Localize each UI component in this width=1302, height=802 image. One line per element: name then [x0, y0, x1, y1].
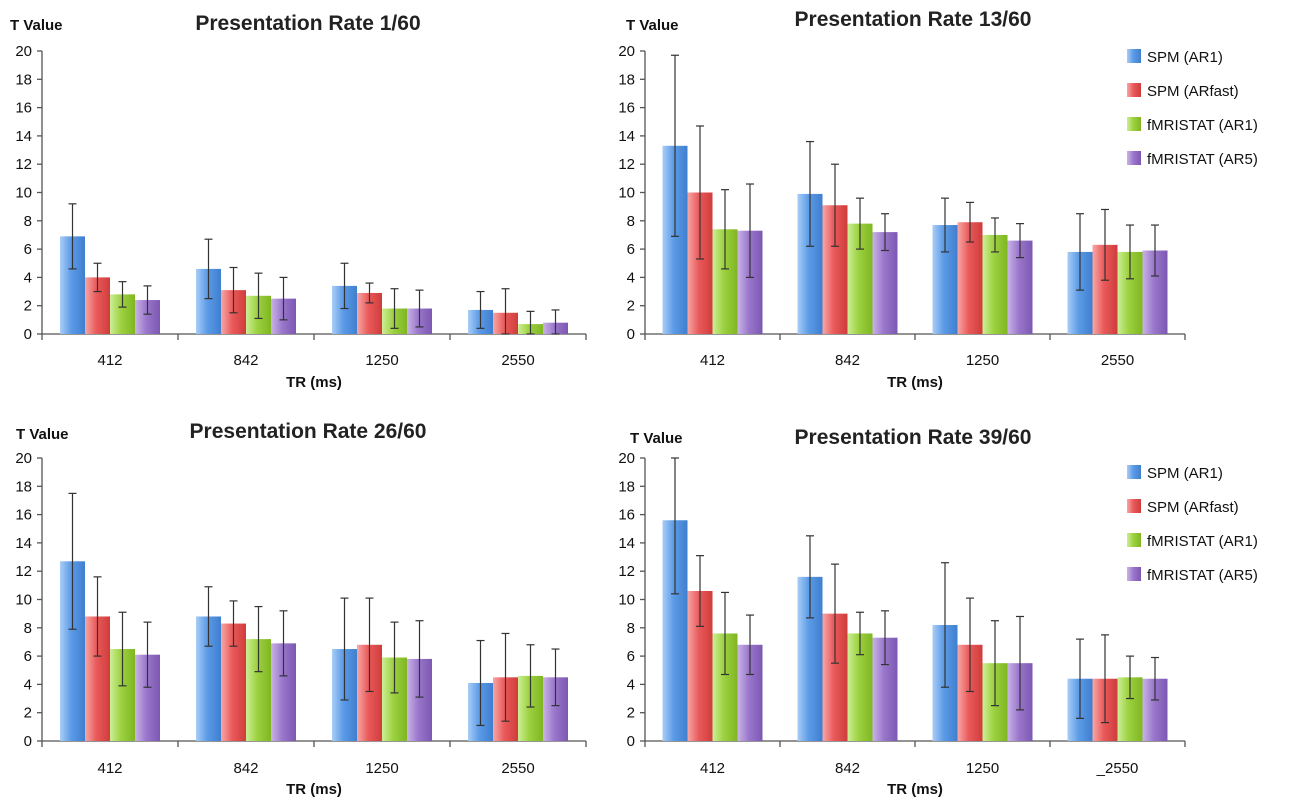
y-tick-label: 0 — [24, 326, 32, 343]
legend-swatch — [1127, 49, 1141, 63]
y-tick-label: 16 — [618, 100, 635, 117]
y-tick-label: 2 — [24, 705, 32, 722]
chart-panel-2: Presentation Rate 13/60 T Value 0 2 4 6 8 10 12 1… — [618, 8, 1258, 391]
legend-swatch — [1127, 117, 1141, 131]
x-category-label: 412 — [700, 760, 725, 777]
legend-swatch — [1127, 567, 1141, 581]
x-axis-label: TR (ms) — [286, 781, 342, 798]
chart-title: Presentation Rate 26/60 — [190, 420, 427, 443]
y-axis-label: T Value — [626, 17, 679, 34]
x-category-label: 2550 — [1101, 352, 1134, 369]
y-axis-label: T Value — [16, 426, 69, 443]
x-category-label: 412 — [97, 760, 122, 777]
x-category-label: 412 — [97, 352, 122, 369]
x-category-label: 1250 — [365, 352, 398, 369]
y-tick-label: 6 — [627, 241, 635, 258]
y-tick-label: 2 — [627, 298, 635, 315]
legend-label: SPM (ARfast) — [1147, 83, 1239, 100]
chart-title: Presentation Rate 13/60 — [795, 8, 1032, 31]
y-tick-label: 8 — [627, 620, 635, 637]
y-axis-label: T Value — [630, 430, 683, 447]
y-tick-label: 4 — [627, 269, 635, 286]
legend-label: SPM (AR1) — [1147, 465, 1223, 482]
x-category-label: 842 — [835, 760, 860, 777]
y-tick-label: 10 — [618, 185, 635, 202]
y-tick-label: 8 — [24, 213, 32, 230]
chart-panel-4: Presentation Rate 39/60 T Value 0 2 4 6 8 10 12 1… — [618, 426, 1258, 798]
y-tick-label: 16 — [618, 507, 635, 524]
y-tick-label: 12 — [618, 156, 635, 173]
legend-swatch — [1127, 83, 1141, 97]
legend-label: fMRISTAT (AR5) — [1147, 151, 1258, 168]
x-category-label: 842 — [233, 352, 258, 369]
y-tick-label: 20 — [15, 450, 32, 467]
y-tick-label: 0 — [627, 326, 635, 343]
legend-label: fMRISTAT (AR1) — [1147, 117, 1258, 134]
y-tick-label: 12 — [15, 156, 32, 173]
y-tick-label: 16 — [15, 100, 32, 117]
y-tick-label: 20 — [15, 43, 32, 60]
y-tick-label: 14 — [15, 535, 32, 552]
y-tick-label: 6 — [24, 241, 32, 258]
x-category-label: 2550 — [501, 760, 534, 777]
legend-swatch — [1127, 465, 1141, 479]
y-tick-label: 20 — [618, 450, 635, 467]
legend-label: fMRISTAT (AR1) — [1147, 533, 1258, 550]
y-tick-label: 2 — [627, 705, 635, 722]
y-tick-label: 4 — [24, 676, 32, 693]
chart-title: Presentation Rate 1/60 — [195, 12, 420, 35]
y-tick-label: 10 — [15, 592, 32, 609]
y-tick-label: 18 — [15, 478, 32, 495]
legend-swatch — [1127, 151, 1141, 165]
chart-panel-1: Presentation Rate 1/60 T Value 0 2 4 6 8 10 12 14… — [10, 12, 587, 391]
x-category-label: 2550 — [501, 352, 534, 369]
y-tick-label: 14 — [618, 535, 635, 552]
x-category-label: 1250 — [966, 760, 999, 777]
legend-swatch — [1127, 533, 1141, 547]
x-category-label: 842 — [233, 760, 258, 777]
x-axis-label: TR (ms) — [286, 374, 342, 391]
y-tick-label: 0 — [24, 733, 32, 750]
y-tick-label: 18 — [15, 71, 32, 88]
y-tick-label: 10 — [15, 185, 32, 202]
y-tick-label: 20 — [618, 43, 635, 60]
y-tick-label: 16 — [15, 507, 32, 524]
y-tick-label: 12 — [15, 563, 32, 580]
legend-label: fMRISTAT (AR5) — [1147, 567, 1258, 584]
y-tick-label: 10 — [618, 592, 635, 609]
y-tick-label: 18 — [618, 71, 635, 88]
y-tick-label: 6 — [627, 648, 635, 665]
x-category-label: 1250 — [365, 760, 398, 777]
y-tick-label: 2 — [24, 298, 32, 315]
y-tick-label: 4 — [24, 269, 32, 286]
x-axis-label: TR (ms) — [887, 374, 943, 391]
legend-label: SPM (ARfast) — [1147, 499, 1239, 516]
chart-panel-3: Presentation Rate 26/60 T Value 0 2 4 6 8 10 12 1… — [15, 420, 587, 798]
x-category-label: 842 — [835, 352, 860, 369]
y-tick-label: 4 — [627, 676, 635, 693]
x-category-label: _2550 — [1096, 760, 1139, 777]
y-tick-label: 8 — [627, 213, 635, 230]
y-tick-label: 6 — [24, 648, 32, 665]
legend: SPM (AR1) SPM (ARfast) fMRISTAT (AR1) fMRIS… — [1127, 465, 1258, 584]
y-tick-label: 14 — [618, 128, 635, 145]
x-axis-label: TR (ms) — [887, 781, 943, 798]
y-axis-label: T Value — [10, 17, 63, 34]
legend-swatch — [1127, 499, 1141, 513]
x-category-label: 1250 — [966, 352, 999, 369]
y-tick-label: 18 — [618, 478, 635, 495]
y-tick-label: 0 — [627, 733, 635, 750]
x-category-label: 412 — [700, 352, 725, 369]
legend-label: SPM (AR1) — [1147, 49, 1223, 66]
chart-title: Presentation Rate 39/60 — [795, 426, 1032, 449]
y-tick-label: 12 — [618, 563, 635, 580]
y-tick-label: 14 — [15, 128, 32, 145]
y-tick-label: 8 — [24, 620, 32, 637]
legend: SPM (AR1) SPM (ARfast) fMRISTAT (AR1) fMRIS… — [1127, 49, 1258, 168]
